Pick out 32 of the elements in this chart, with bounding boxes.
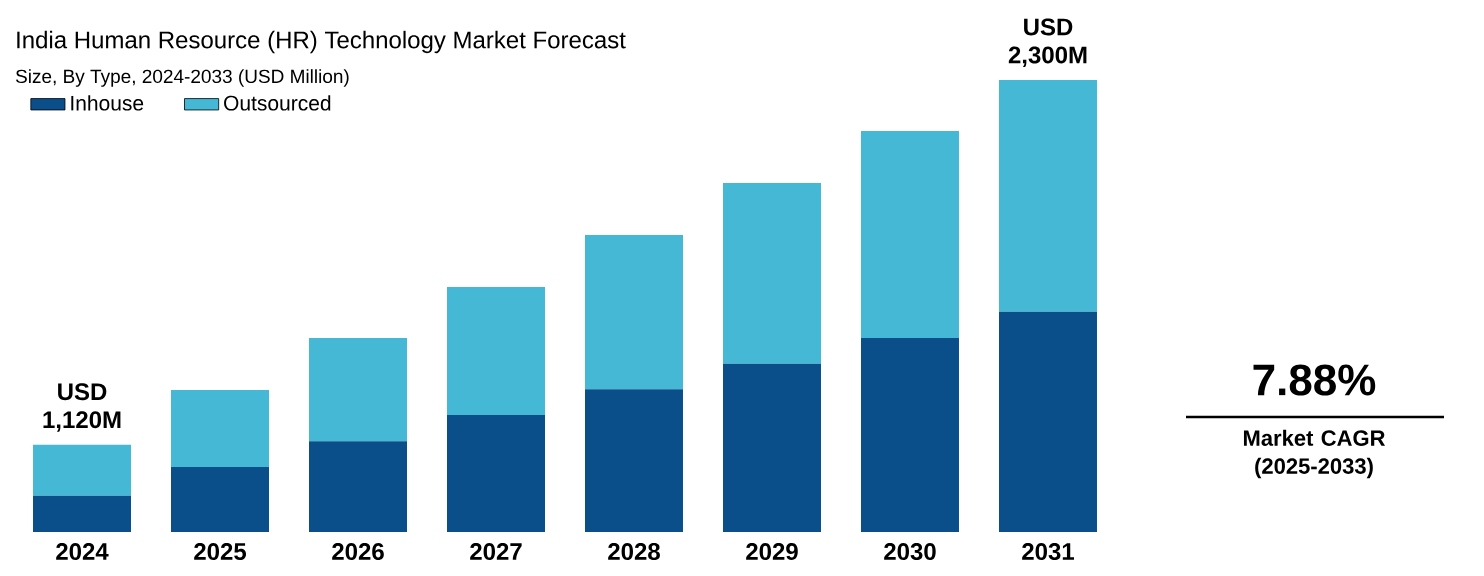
bar (447, 287, 545, 415)
x-tick-label: 2026 (332, 543, 384, 561)
chart-subtitle: Size, By Type, 2024-2033 (USD Million) (15, 69, 349, 87)
annotation: USD 1,120M (43, 383, 121, 432)
text: Market CAGR (2025-2033) (1243, 429, 1386, 479)
bar (998, 311, 1097, 532)
annotation: USD 2,300M (1008, 18, 1087, 67)
x-tick-label: 2027 (470, 543, 522, 561)
x-tick-label: 2028 (608, 543, 660, 561)
bar (171, 466, 269, 532)
bar (309, 441, 407, 532)
bar (998, 79, 1097, 312)
bar (171, 390, 269, 467)
x-tick-label: 2029 (746, 543, 798, 561)
bar (33, 444, 131, 496)
bar (447, 414, 545, 532)
legend-label: Outsourced (224, 95, 331, 111)
bar (309, 338, 407, 442)
text: 7.88% (1253, 364, 1376, 396)
bar (723, 183, 821, 364)
bar (860, 131, 959, 339)
chart-title: India Human Resource (HR) Technology Market Forecast (17, 30, 626, 54)
bar (585, 389, 683, 532)
bar (33, 495, 131, 532)
bar (723, 363, 821, 532)
x-tick-label: 2031 (1022, 543, 1074, 561)
x-tick-label: 2024 (56, 543, 109, 561)
legend-label: Inhouse (71, 95, 144, 111)
bar (585, 235, 683, 390)
bar (860, 338, 959, 532)
x-tick-label: 2025 (194, 543, 247, 561)
x-tick-label: 2030 (884, 543, 936, 561)
